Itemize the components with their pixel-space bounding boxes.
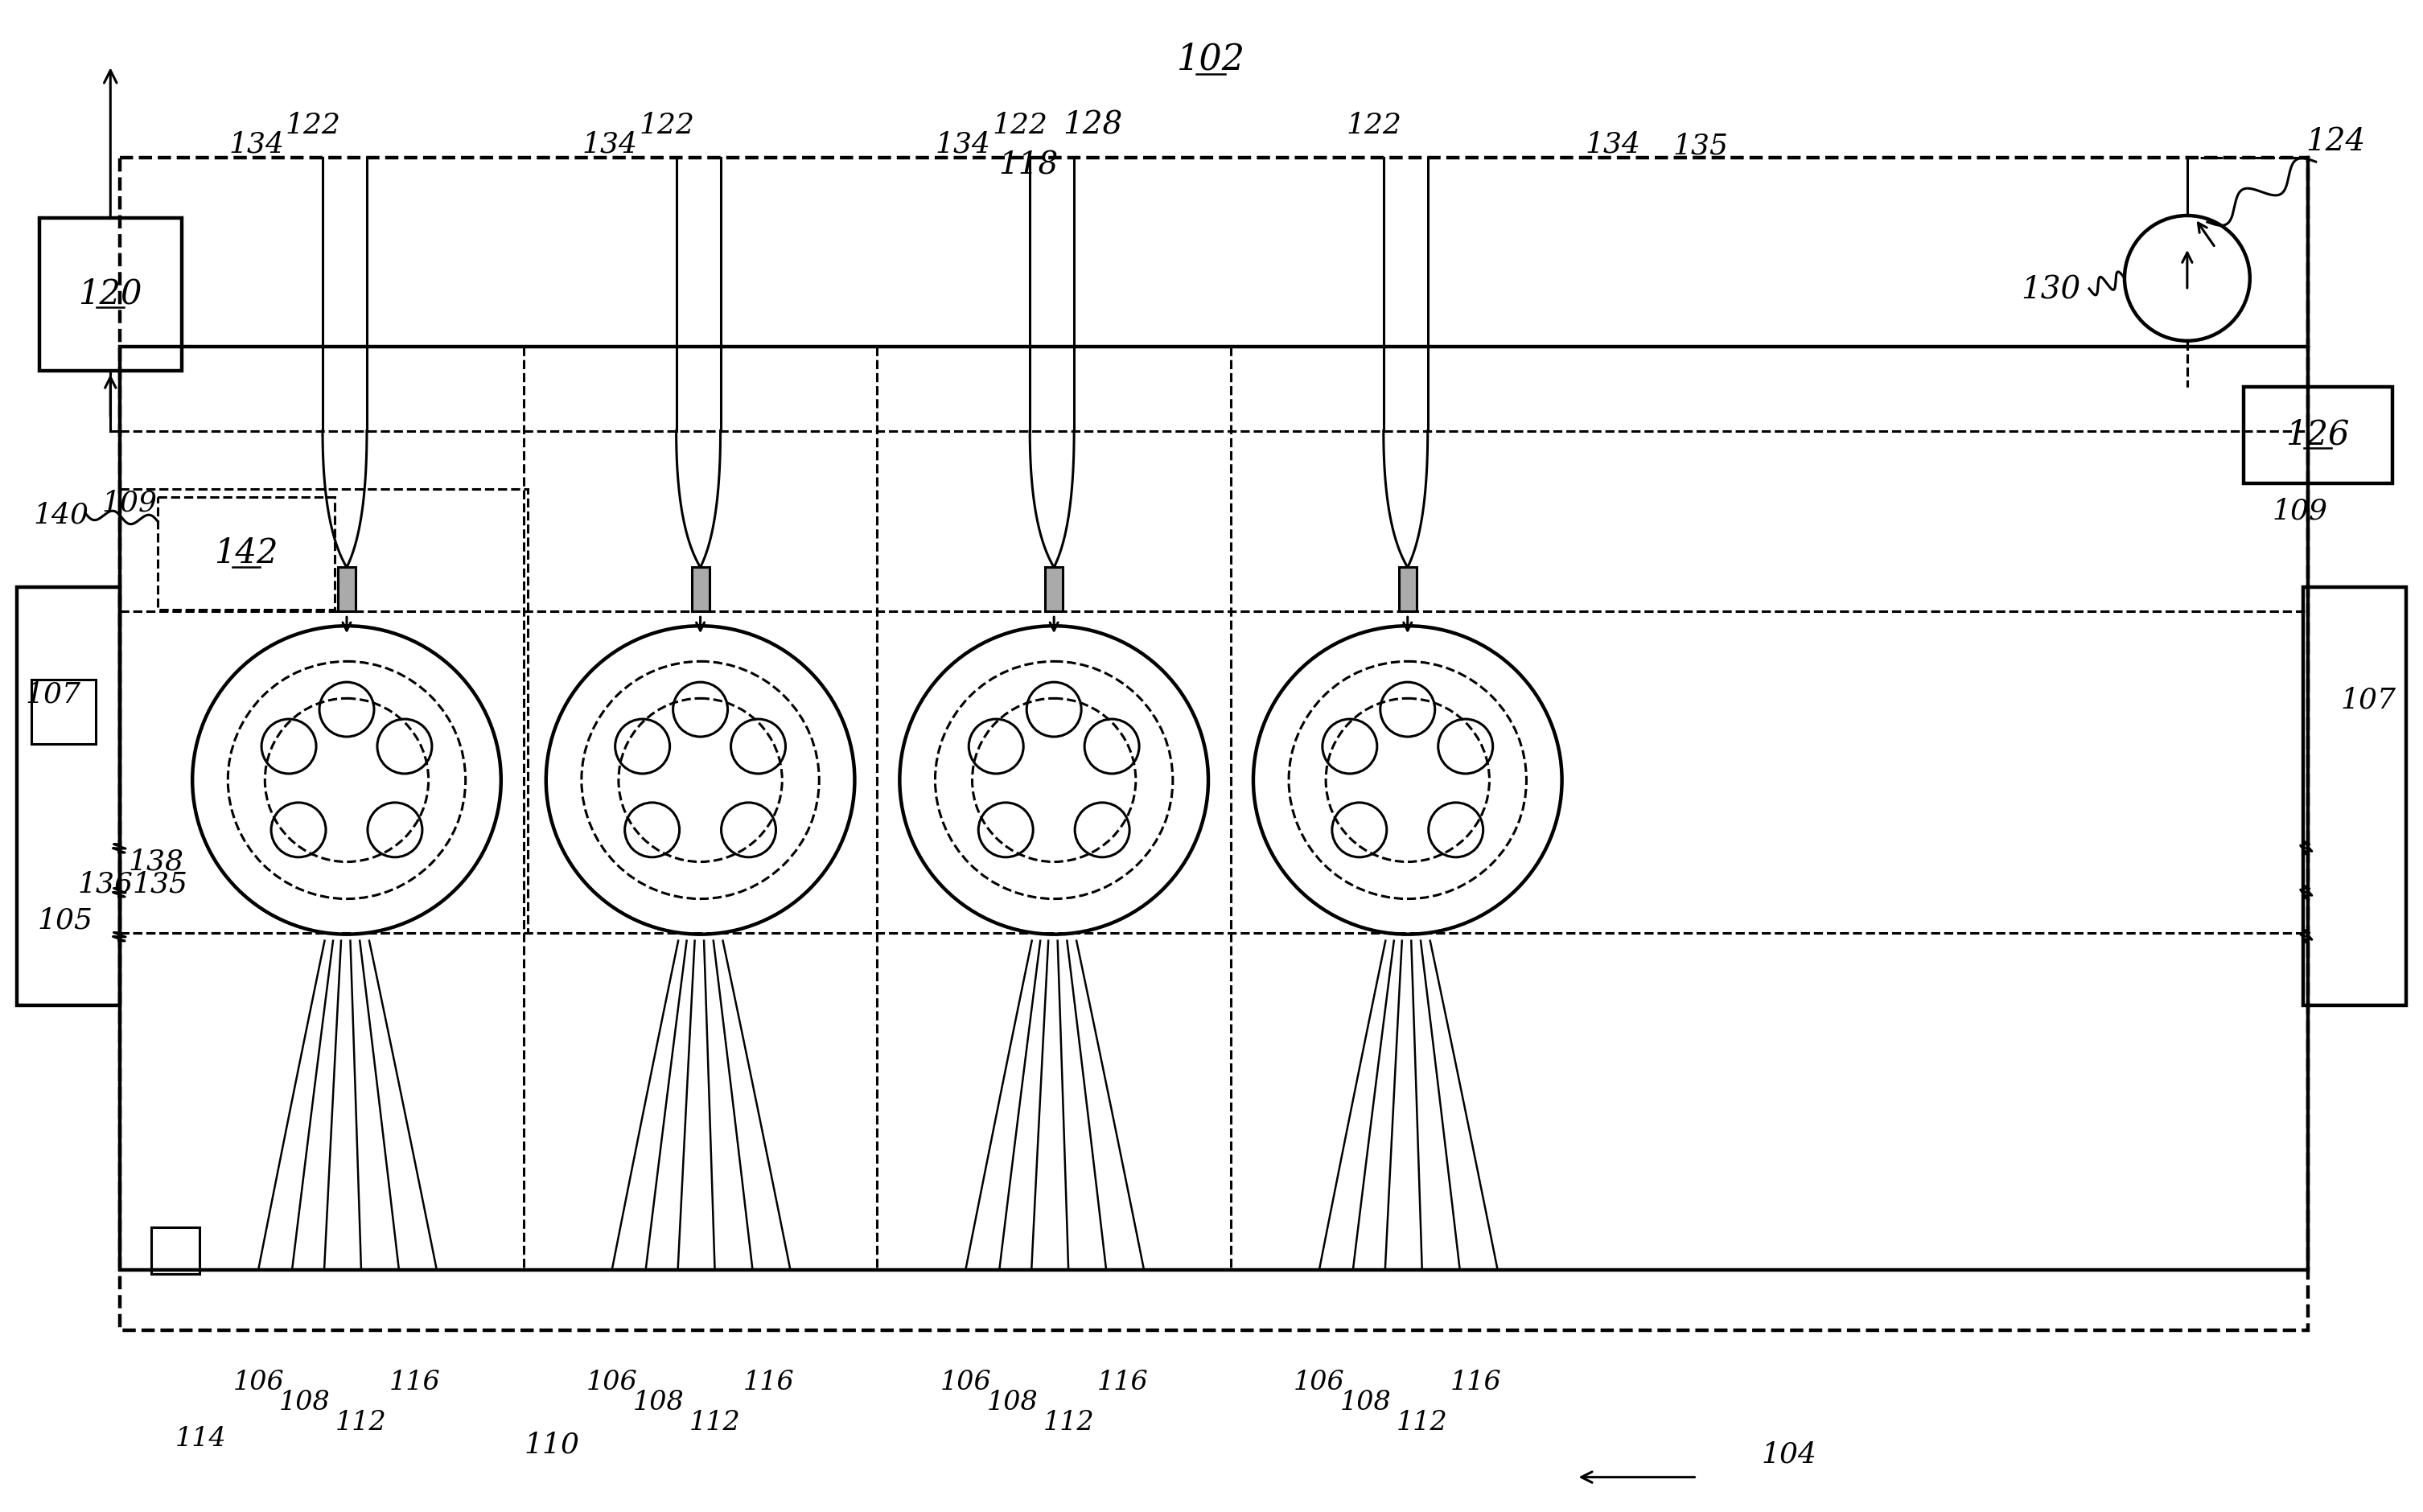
Text: 107: 107 xyxy=(2341,686,2396,714)
Text: 142: 142 xyxy=(213,537,279,570)
Bar xyxy=(691,567,710,611)
Text: 106: 106 xyxy=(233,1370,283,1396)
Text: 114: 114 xyxy=(174,1426,225,1452)
Text: 108: 108 xyxy=(632,1390,683,1415)
Text: 138: 138 xyxy=(128,848,184,875)
Text: 122: 122 xyxy=(993,112,1049,139)
Bar xyxy=(2302,587,2406,1005)
Text: 126: 126 xyxy=(2285,417,2350,452)
Text: 112: 112 xyxy=(688,1409,741,1435)
Text: 136: 136 xyxy=(78,871,133,898)
Text: 112: 112 xyxy=(334,1409,388,1435)
Text: 130: 130 xyxy=(2021,275,2081,305)
Text: 120: 120 xyxy=(78,277,143,311)
Bar xyxy=(337,567,356,611)
Text: 105: 105 xyxy=(39,907,92,934)
Text: 140: 140 xyxy=(34,502,90,529)
Text: 104: 104 xyxy=(1762,1441,1817,1468)
Text: 134: 134 xyxy=(1585,130,1640,157)
Text: 135: 135 xyxy=(133,871,189,898)
Text: 108: 108 xyxy=(986,1390,1037,1415)
Bar xyxy=(157,497,334,609)
Text: 109: 109 xyxy=(102,490,157,517)
Text: 116: 116 xyxy=(744,1370,795,1396)
Text: 112: 112 xyxy=(1042,1409,1095,1435)
Bar xyxy=(150,1228,199,1275)
Text: 106: 106 xyxy=(1294,1370,1345,1396)
Bar xyxy=(121,157,2307,1331)
Text: 108: 108 xyxy=(1340,1390,1391,1415)
Text: 124: 124 xyxy=(2307,127,2365,157)
Text: 135: 135 xyxy=(1674,132,1728,159)
Text: 108: 108 xyxy=(279,1390,330,1415)
Text: 134: 134 xyxy=(582,130,637,157)
Text: 134: 134 xyxy=(935,130,991,157)
Bar xyxy=(1044,567,1064,611)
Text: 102: 102 xyxy=(1178,42,1245,77)
Bar xyxy=(31,680,97,744)
Bar xyxy=(39,218,182,370)
Bar xyxy=(2244,387,2392,482)
Text: 106: 106 xyxy=(586,1370,637,1396)
Text: 106: 106 xyxy=(940,1370,991,1396)
Text: 110: 110 xyxy=(523,1432,579,1459)
Text: 109: 109 xyxy=(2273,497,2329,525)
Bar xyxy=(121,346,2307,1270)
Text: 107: 107 xyxy=(27,680,80,708)
Bar xyxy=(121,490,528,933)
Bar xyxy=(17,587,121,1005)
Text: 122: 122 xyxy=(1347,112,1400,139)
Text: 118: 118 xyxy=(998,151,1059,180)
Text: 134: 134 xyxy=(228,130,283,157)
Text: 116: 116 xyxy=(390,1370,441,1396)
Text: 116: 116 xyxy=(1098,1370,1149,1396)
Text: 116: 116 xyxy=(1451,1370,1502,1396)
Bar xyxy=(1398,567,1417,611)
Text: 122: 122 xyxy=(640,112,695,139)
Text: 112: 112 xyxy=(1396,1409,1447,1435)
Text: 128: 128 xyxy=(1064,110,1122,141)
Text: 122: 122 xyxy=(286,112,342,139)
